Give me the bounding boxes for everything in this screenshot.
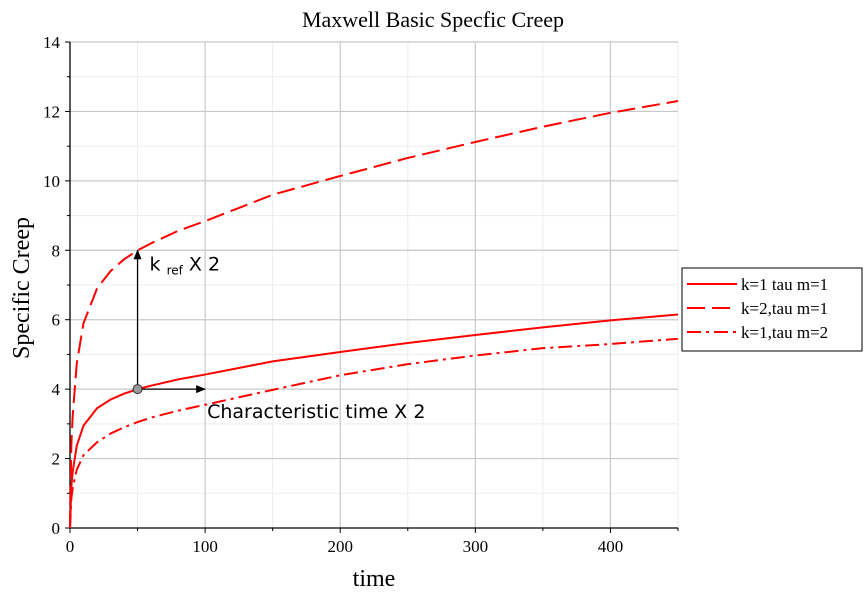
tick-labels: 0 100 200 300 400 0 2 4 6 8 10 12 14 <box>43 33 623 556</box>
x-tick-label: 0 <box>66 537 75 556</box>
legend: k=1 tau m=1 k=2,tau m=1 k=1,tau m=2 <box>681 267 863 352</box>
legend-box <box>681 267 863 352</box>
annotations: k ref X 2 Characteristic time X 2 <box>132 249 425 423</box>
y-tick-label: 10 <box>43 172 60 191</box>
grid <box>70 41 679 528</box>
y-tick-label: 4 <box>52 380 61 399</box>
x-axis-label: time <box>353 566 396 592</box>
x-tick-label: 300 <box>463 537 489 556</box>
k-ref-label: k ref X 2 <box>150 253 221 277</box>
legend-label-2: k=2,tau m=1 <box>741 299 828 318</box>
legend-label-3: k=1,tau m=2 <box>741 323 828 342</box>
series-lines <box>69 100 679 529</box>
x-tick-label: 100 <box>192 537 218 556</box>
y-tick-label: 12 <box>43 102 60 121</box>
y-tick-label: 0 <box>52 519 61 538</box>
x-tick-label: 200 <box>327 537 353 556</box>
chart-title: Maxwell Basic Specfic Creep <box>302 7 564 32</box>
x-tick-label: 400 <box>598 537 624 556</box>
y-axis-label: Specific Creep <box>9 217 35 359</box>
legend-label-1: k=1 tau m=1 <box>741 275 828 294</box>
y-tick-label: 6 <box>52 311 61 330</box>
characteristic-time-label: Characteristic time X 2 <box>207 401 425 423</box>
series-line-2 <box>69 100 679 529</box>
annotation-point <box>132 384 143 395</box>
series-line-3 <box>69 337 679 529</box>
axes <box>65 41 679 533</box>
y-tick-label: 8 <box>52 241 61 260</box>
series-line-1 <box>69 313 679 529</box>
y-tick-label: 2 <box>52 450 61 469</box>
y-tick-label: 14 <box>43 33 61 52</box>
